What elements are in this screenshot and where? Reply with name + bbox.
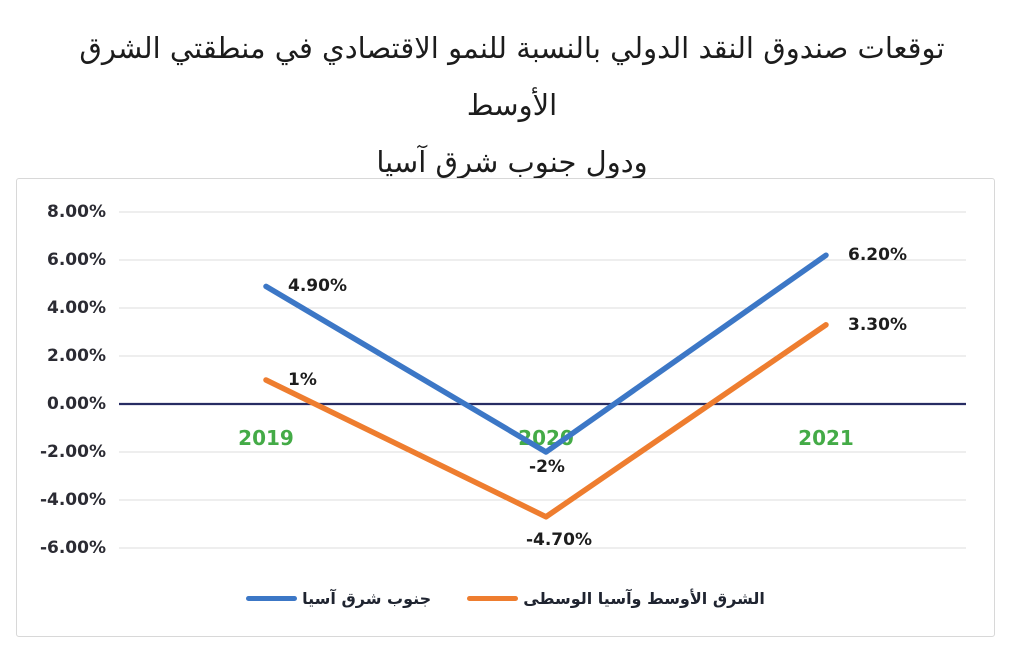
y-tick-label: 0.00% — [47, 394, 106, 414]
y-axis-labels: 8.00% 6.00% 4.00% 2.00% 0.00% -2.00% -4.00% -6.… — [17, 179, 994, 636]
chart-title-line2: ودول جنوب شرق آسيا — [376, 145, 648, 179]
data-label: 6.20% — [848, 245, 907, 266]
legend: جنوب شرق آسيا الشرق الأوسط وآسيا الوسطى — [17, 583, 994, 613]
legend-label-middle-east-central-asia: الشرق الأوسط وآسيا الوسطى — [523, 588, 765, 608]
legend-line-swatch-southeast-asia — [246, 595, 298, 601]
series-line-middle-east-central-asia — [263, 322, 829, 520]
chart-panel: 2019 2020 2021 8.00% 6.00% 4.00% 2.00% 0.00% -2… — [16, 178, 995, 637]
data-label: 4.90% — [288, 276, 347, 297]
chart-title-line1: توقعات صندوق النقد الدولي بالنسبة للنمو … — [79, 31, 945, 122]
y-tick-label: 6.00% — [47, 250, 106, 270]
y-tick-label: 8.00% — [47, 202, 106, 222]
data-label: -2% — [529, 457, 565, 477]
x-category-label: 2021 — [798, 426, 854, 450]
x-category-label: 2019 — [238, 426, 294, 450]
series-line-southeast-asia — [263, 252, 829, 455]
legend-line-swatch-middle-east-central-asia — [467, 595, 519, 601]
data-labels: 4.90% -2% 6.20% 1% -4.70% 3.30% — [17, 179, 994, 636]
plot-area — [119, 211, 966, 549]
legend-item-middle-east-central-asia: الشرق الأوسط وآسيا الوسطى — [467, 589, 765, 608]
data-label: 1% — [288, 370, 317, 390]
data-label: -4.70% — [525, 529, 593, 550]
y-tick-label: 4.00% — [47, 298, 106, 318]
y-tick-label: 2.00% — [47, 346, 106, 366]
data-label: 3.30% — [848, 314, 907, 335]
y-tick-label: -2.00% — [39, 442, 106, 462]
y-tick-label: -6.00% — [39, 538, 106, 558]
legend-label-southeast-asia: جنوب شرق آسيا — [302, 588, 432, 608]
chart-title: توقعات صندوق النقد الدولي بالنسبة للنمو … — [30, 20, 994, 191]
y-tick-label: -4.00% — [39, 490, 106, 510]
legend-item-southeast-asia: جنوب شرق آسيا — [246, 589, 431, 608]
